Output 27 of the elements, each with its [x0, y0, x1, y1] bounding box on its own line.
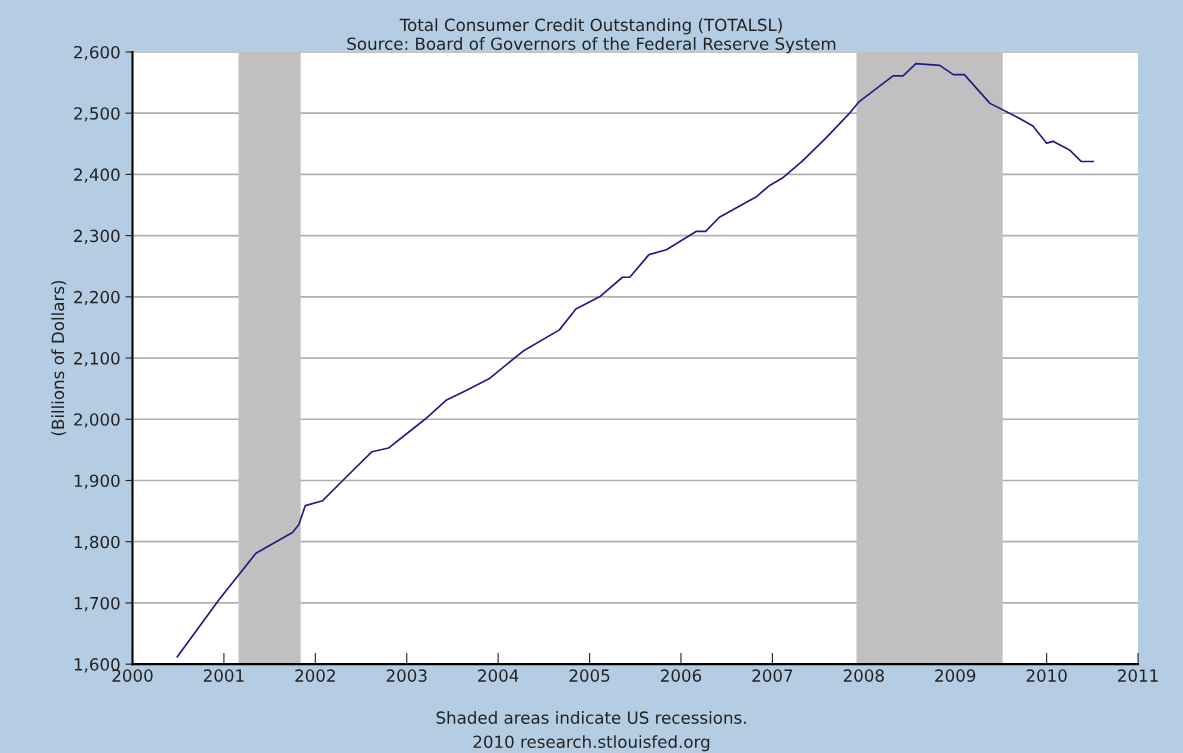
x-tick-label: 2008	[843, 669, 884, 682]
y-tick-label: 1,700	[74, 596, 120, 612]
y-tick-label: 2,300	[74, 229, 120, 244]
x-tick-label: 2005	[569, 669, 610, 682]
chart-title: Total Consumer Credit Outstanding (TOTALSL)	[399, 18, 782, 35]
y-tick-label: 2,100	[74, 352, 120, 367]
y-tick-label: 2,500	[74, 107, 120, 122]
line-series	[176, 62, 1095, 658]
x-tick-label: 2003	[386, 669, 427, 682]
chart-subtitle: Source: Board of Governors of the Federal Reserve System	[347, 37, 836, 54]
text: Shaded areas indicate US recessions.	[436, 711, 746, 724]
text: 2010 research.stlouisfed.org	[473, 735, 710, 752]
y-axis-title: (Billions of Dollars)	[51, 280, 67, 436]
y-tick-label: 2,000	[74, 413, 120, 428]
y-tick-label: 2,400	[74, 168, 120, 183]
x-tick-label: 2006	[660, 669, 702, 682]
y-tick-label: 1,900	[74, 474, 120, 489]
x-tick-label: 2004	[478, 669, 519, 682]
y-tick-label: 1,800	[74, 535, 120, 550]
x-tick-label: 2001	[203, 669, 244, 682]
y-tick-label: 2,200	[74, 290, 120, 306]
x-tick-label: 2011	[1118, 669, 1158, 682]
x-tick-label: 2002	[295, 669, 335, 682]
x-tick-label: 2007	[752, 669, 793, 682]
x-tick-label: 2009	[935, 669, 976, 682]
x-tick-label: 2010	[1026, 669, 1067, 682]
y-tick-label: 2,600	[74, 45, 120, 61]
